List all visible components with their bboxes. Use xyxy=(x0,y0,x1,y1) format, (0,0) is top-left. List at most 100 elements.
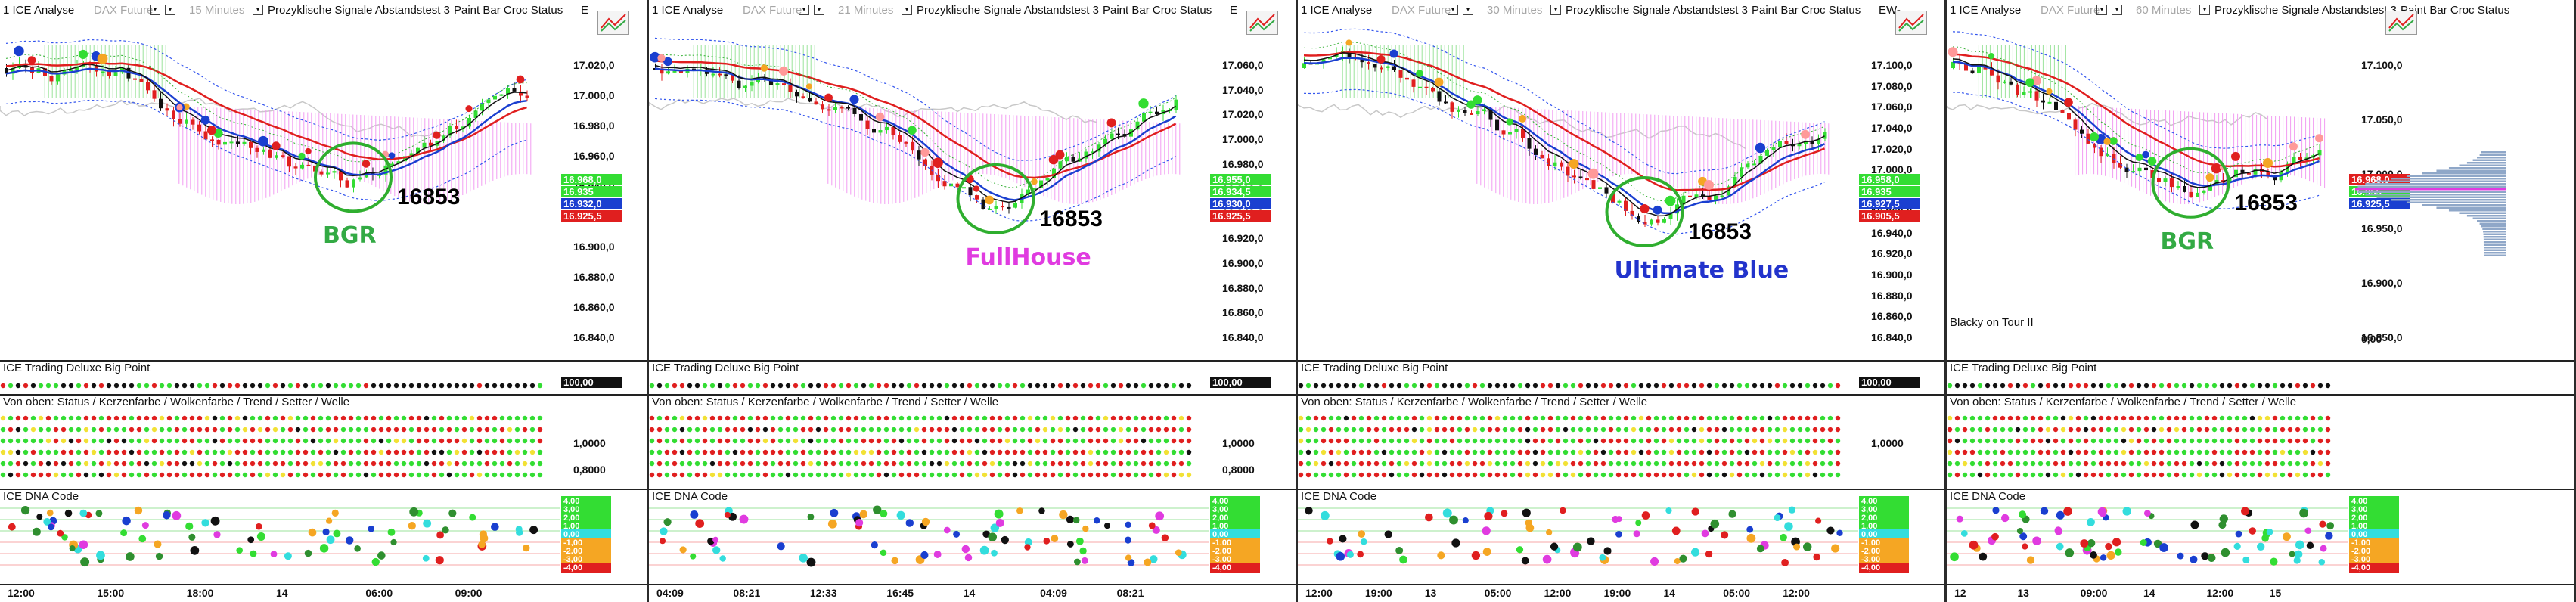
dropdown-chevron-icon[interactable]: ▾ xyxy=(1463,5,1473,15)
x-axis-divider xyxy=(0,584,647,585)
dna-scale-label: 0,00 xyxy=(2349,529,2399,540)
dropdown-chevron-icon[interactable]: ▾ xyxy=(2112,5,2122,15)
price-marker: 16.925,5 xyxy=(2349,198,2410,209)
candle xyxy=(1591,180,1596,189)
candle xyxy=(1508,132,1512,135)
study2-label: Paint Bar Croc Status xyxy=(2401,4,2510,17)
candle xyxy=(1174,99,1178,110)
candle xyxy=(1752,163,1756,166)
chart-panel-4[interactable]: 1 ICE Analyse DAX Future 60 Minutes Prozykl… xyxy=(1947,0,2576,602)
price-marker: 16.905,5 xyxy=(1859,210,1920,222)
candle xyxy=(1810,140,1814,144)
dropdown-chevron-icon[interactable]: ▾ xyxy=(165,5,175,15)
status-matrix xyxy=(649,415,1192,478)
candle xyxy=(1951,61,1955,68)
candle xyxy=(467,117,471,127)
dna-label: ICE DNA Code xyxy=(3,490,79,503)
candle xyxy=(409,153,414,157)
signal-dot xyxy=(778,66,789,76)
candle xyxy=(795,92,799,97)
candle xyxy=(2137,167,2142,172)
signal-highlight-circle xyxy=(1605,176,1684,248)
price-chart[interactable] xyxy=(1298,15,1858,359)
candle xyxy=(1411,79,1416,87)
signal-dot xyxy=(206,126,217,135)
candle xyxy=(326,172,330,175)
blacky-label: Blacky on Tour II xyxy=(1950,316,2034,329)
price-chart[interactable] xyxy=(0,15,560,359)
candle xyxy=(840,107,844,109)
dna-scale-label: 1,00 xyxy=(1859,521,1909,532)
candle xyxy=(185,119,188,124)
dna-scale-label: 3,00 xyxy=(1859,504,1909,515)
candle xyxy=(1116,133,1120,135)
dna-scale-label: -1,00 xyxy=(2349,538,2399,548)
chart-panel-1[interactable]: 1 ICE Analyse DAX Future 15 Minutes Prozykl… xyxy=(0,0,649,602)
candle xyxy=(519,91,523,96)
signal-dot xyxy=(657,54,666,62)
candle xyxy=(1817,138,1820,144)
signal-dot xyxy=(973,185,980,192)
header-extra: EW- xyxy=(1879,4,1901,17)
candle xyxy=(339,171,343,181)
candle xyxy=(1521,129,1525,138)
signal-dot xyxy=(1640,203,1650,214)
candle xyxy=(1688,195,1692,197)
dropdown-chevron-icon[interactable]: ▾ xyxy=(150,5,160,15)
candle xyxy=(923,159,927,166)
study-toggle-checkbox[interactable]: ▾ xyxy=(253,5,263,15)
timeframe-label: 60 Minutes xyxy=(2136,4,2192,17)
candle xyxy=(1534,148,1538,155)
candle xyxy=(2196,192,2199,197)
price-marker: 16.934,5 xyxy=(1210,186,1271,197)
chart-panel-2[interactable]: 1 ICE Analyse DAX Future 21 Minutes Prozykl… xyxy=(649,0,1298,602)
signal-dot xyxy=(388,152,396,160)
dna-scale-label: -3,00 xyxy=(561,554,611,565)
candle xyxy=(2234,169,2238,178)
candle xyxy=(1598,187,1602,189)
dropdown-chevron-icon[interactable]: ▾ xyxy=(2096,5,2107,15)
symbol-label: DAX Future xyxy=(1392,4,1451,17)
study-toggle-checkbox[interactable]: ▾ xyxy=(2199,5,2210,15)
signal-name-label: BGR xyxy=(2160,228,2214,255)
candle xyxy=(1013,203,1017,208)
study-label: Prozyklische Signale Abstandstest 3 xyxy=(917,4,1099,17)
dropdown-chevron-icon[interactable]: ▾ xyxy=(1448,5,1458,15)
candle xyxy=(975,195,979,200)
dropdown-chevron-icon[interactable]: ▾ xyxy=(814,5,824,15)
candle xyxy=(512,88,517,92)
candle xyxy=(2041,100,2045,103)
study-toggle-checkbox[interactable]: ▾ xyxy=(902,5,912,15)
signal-dot xyxy=(465,105,473,113)
symbol-label: DAX Future xyxy=(94,4,154,17)
candle xyxy=(442,135,445,142)
signal-dot xyxy=(14,45,24,57)
price-chart[interactable] xyxy=(649,15,1209,359)
candle xyxy=(1482,109,1486,111)
candle xyxy=(737,80,741,88)
candle xyxy=(1373,64,1377,68)
trend-tool-icon[interactable] xyxy=(2385,11,2417,35)
price-tick: 17.000,0 xyxy=(1871,163,1913,176)
signal-dot xyxy=(97,53,108,64)
chart-panel-3[interactable]: 1 ICE Analyse DAX Future 30 Minutes Prozykl… xyxy=(1298,0,1947,602)
candle xyxy=(165,108,169,111)
candle xyxy=(506,88,510,95)
candle xyxy=(429,142,433,146)
price-tick: 16.840,0 xyxy=(1222,331,1264,343)
price-chart[interactable] xyxy=(1947,15,2348,359)
candle xyxy=(2240,169,2245,173)
time-tick: 09:00 xyxy=(455,587,483,599)
study-toggle-checkbox[interactable]: ▾ xyxy=(1550,5,1561,15)
trend-tool-icon[interactable] xyxy=(1246,11,1278,35)
candle xyxy=(904,141,908,144)
trend-tool-icon[interactable] xyxy=(597,11,629,35)
candle xyxy=(1977,67,1981,74)
candle xyxy=(75,67,79,70)
candle xyxy=(1624,200,1628,211)
dropdown-chevron-icon[interactable]: ▾ xyxy=(799,5,809,15)
candle xyxy=(801,96,805,98)
trend-tool-icon[interactable] xyxy=(1895,11,1927,35)
study-label: Prozyklische Signale Abstandstest 3 xyxy=(2214,4,2397,17)
x-axis-divider xyxy=(1298,584,1944,585)
